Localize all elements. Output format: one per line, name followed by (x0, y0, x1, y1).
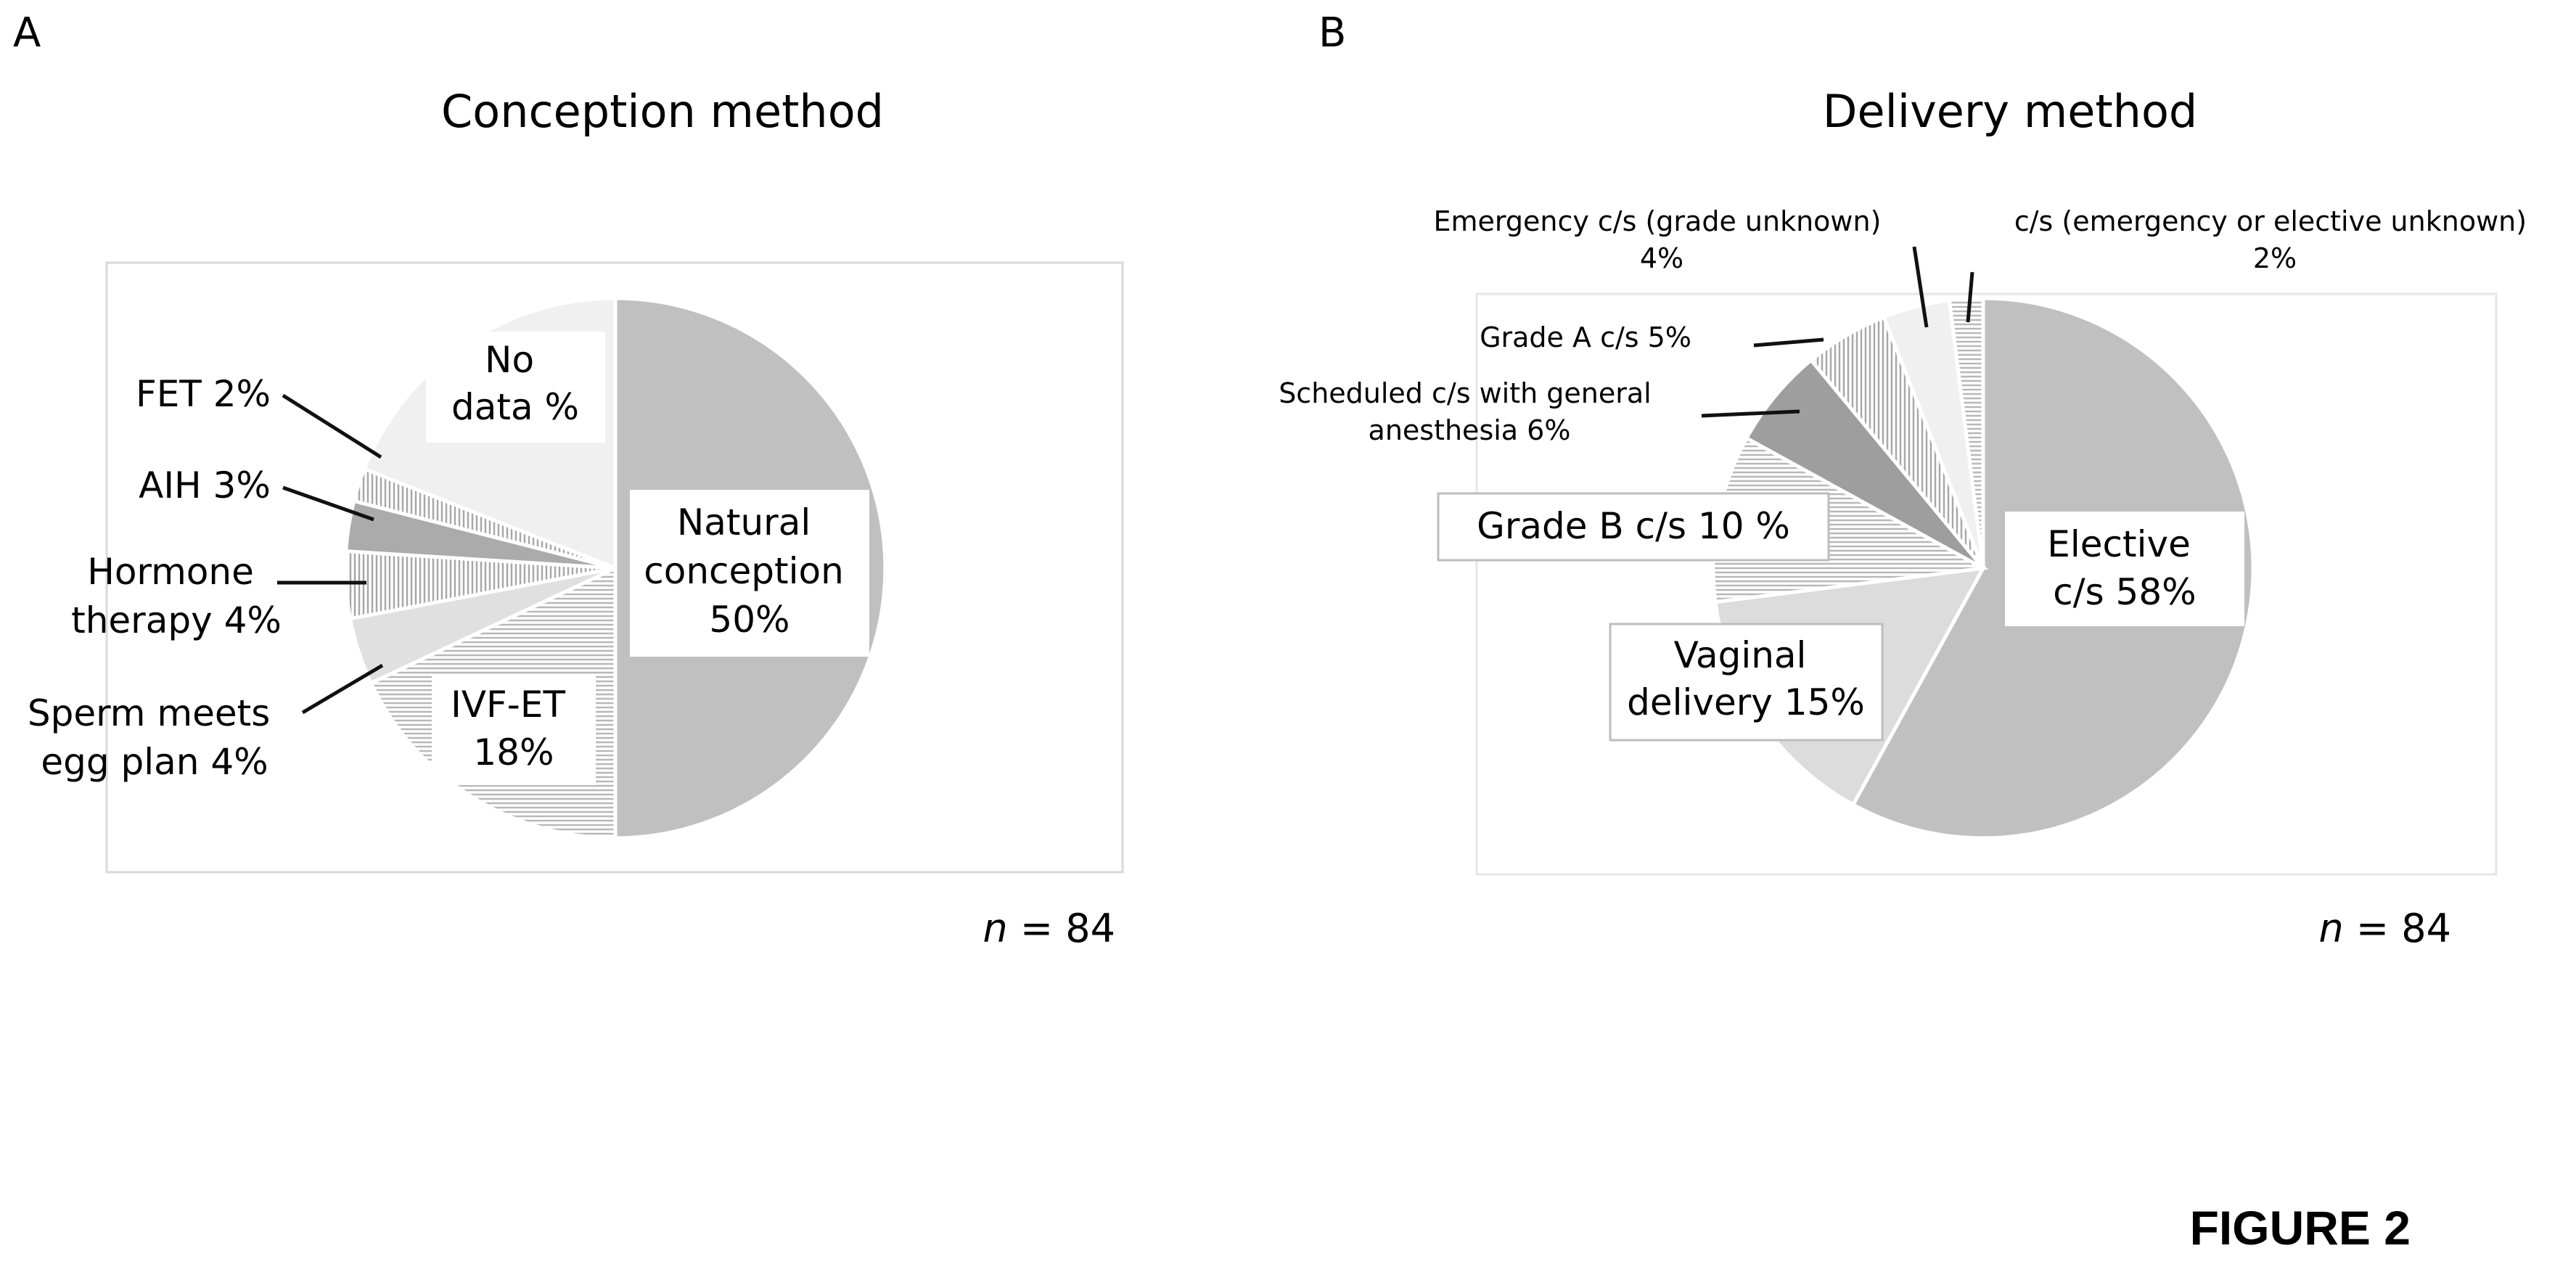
label-grade-b-line1: Grade B c/s 10 % (1477, 505, 1790, 547)
label-vaginal: Vaginal delivery 15% (1627, 634, 1865, 723)
leader-sperm (301, 663, 384, 715)
label-sperm-line2: egg plan 4% (41, 741, 268, 783)
leader-unknown (1966, 271, 1974, 323)
label-box-vaginal (1609, 623, 1884, 742)
label-natural-line1: Natural (677, 501, 811, 543)
panel-a-n-italic: n (983, 906, 1007, 951)
leader-scheduled (1701, 409, 1800, 418)
leader-emergency (1912, 246, 1929, 328)
label-natural-line3: 50% (709, 599, 789, 641)
label-natural: Natural conception 50% (644, 501, 855, 641)
label-unknown-line2: 2% (2253, 242, 2297, 274)
panel-b-n-rest: = 84 (2344, 906, 2451, 951)
label-hormone-line2: therapy 4% (71, 599, 282, 641)
label-fet: FET 2% (136, 373, 271, 415)
label-aih-line1: AIH 3% (139, 464, 271, 506)
panel-b-pie (1711, 296, 2255, 840)
panel-a: A Conception method No data % Natural co… (13, 9, 1124, 951)
label-box-elective (2005, 512, 2244, 626)
label-scheduled-line1: Scheduled c/s with general (1279, 377, 1652, 409)
leader-grade-a (1753, 337, 1824, 348)
pie-b-slice-c-s-emergency-or-elective-unknown (1947, 296, 1985, 569)
label-box-ivf (432, 675, 596, 785)
label-elective: Elective c/s 58% (2047, 523, 2202, 613)
leader-fet (282, 393, 382, 459)
label-grade-b: Grade B c/s 10 % (1477, 505, 1790, 547)
label-fet-line1: FET 2% (136, 373, 271, 415)
label-no-data-line2: data % (451, 386, 579, 428)
label-elective-line1: Elective (2047, 523, 2191, 565)
label-no-data-line1: No (485, 339, 534, 381)
label-no-data: No data % (451, 339, 579, 428)
label-unknown: c/s (emergency or elective unknown) 2% (2014, 205, 2535, 274)
panel-a-letter: A (13, 9, 41, 57)
label-hormone-line1: Hormone (87, 551, 254, 593)
label-box-grade-b (1437, 492, 1830, 562)
label-hormone: Hormone therapy 4% (71, 551, 282, 641)
label-grade-a: Grade A c/s 5% (1480, 321, 1691, 353)
label-aih: AIH 3% (139, 464, 271, 506)
panel-b-title: Delivery method (1823, 85, 2198, 138)
pie-b-slice-scheduled-c-s-with-general-anesthesia (1744, 357, 1985, 570)
label-elective-line2: c/s 58% (2053, 571, 2196, 613)
label-ivf-line2: 18% (473, 731, 554, 774)
panel-b-plot-area (1475, 292, 2498, 876)
panel-b: B Delivery method Elective c/s 58% Vagin… (1279, 9, 2535, 951)
label-grade-a-line1: Grade A c/s 5% (1480, 321, 1691, 353)
panel-b-letter: B (1318, 9, 1346, 57)
panel-a-n-rest: = 84 (1008, 906, 1115, 951)
panel-a-plot-area (105, 261, 1124, 874)
label-sperm: Sperm meets egg plan 4% (28, 692, 282, 783)
label-emergency-line1: Emergency c/s (grade unknown) (1434, 205, 1882, 237)
panel-b-n-italic: n (2318, 906, 2343, 951)
label-scheduled: Scheduled c/s with general anesthesia 6% (1279, 377, 1660, 446)
label-emergency-line2: 4% (1640, 242, 1683, 274)
panel-a-title: Conception method (441, 85, 884, 138)
panel-a-n-count: n = 84 (983, 906, 1115, 951)
label-box-no-data (426, 332, 605, 443)
label-vaginal-line2: delivery 15% (1627, 681, 1865, 723)
label-ivf-line1: IVF-ET (451, 684, 565, 726)
label-emergency: Emergency c/s (grade unknown) 4% (1434, 205, 1890, 274)
label-ivf: IVF-ET 18% (451, 684, 577, 774)
label-vaginal-line1: Vaginal (1674, 634, 1807, 676)
label-natural-line2: conception (644, 550, 844, 592)
label-sperm-line1: Sperm meets (28, 692, 270, 734)
label-unknown-line1: c/s (emergency or elective unknown) (2014, 205, 2527, 237)
label-scheduled-line2: anesthesia 6% (1369, 414, 1571, 446)
figure-label: FIGURE 2 (2190, 1201, 2411, 1255)
panel-b-n-count: n = 84 (2318, 906, 2451, 951)
leader-aih (282, 485, 374, 522)
label-box-natural (630, 490, 869, 657)
